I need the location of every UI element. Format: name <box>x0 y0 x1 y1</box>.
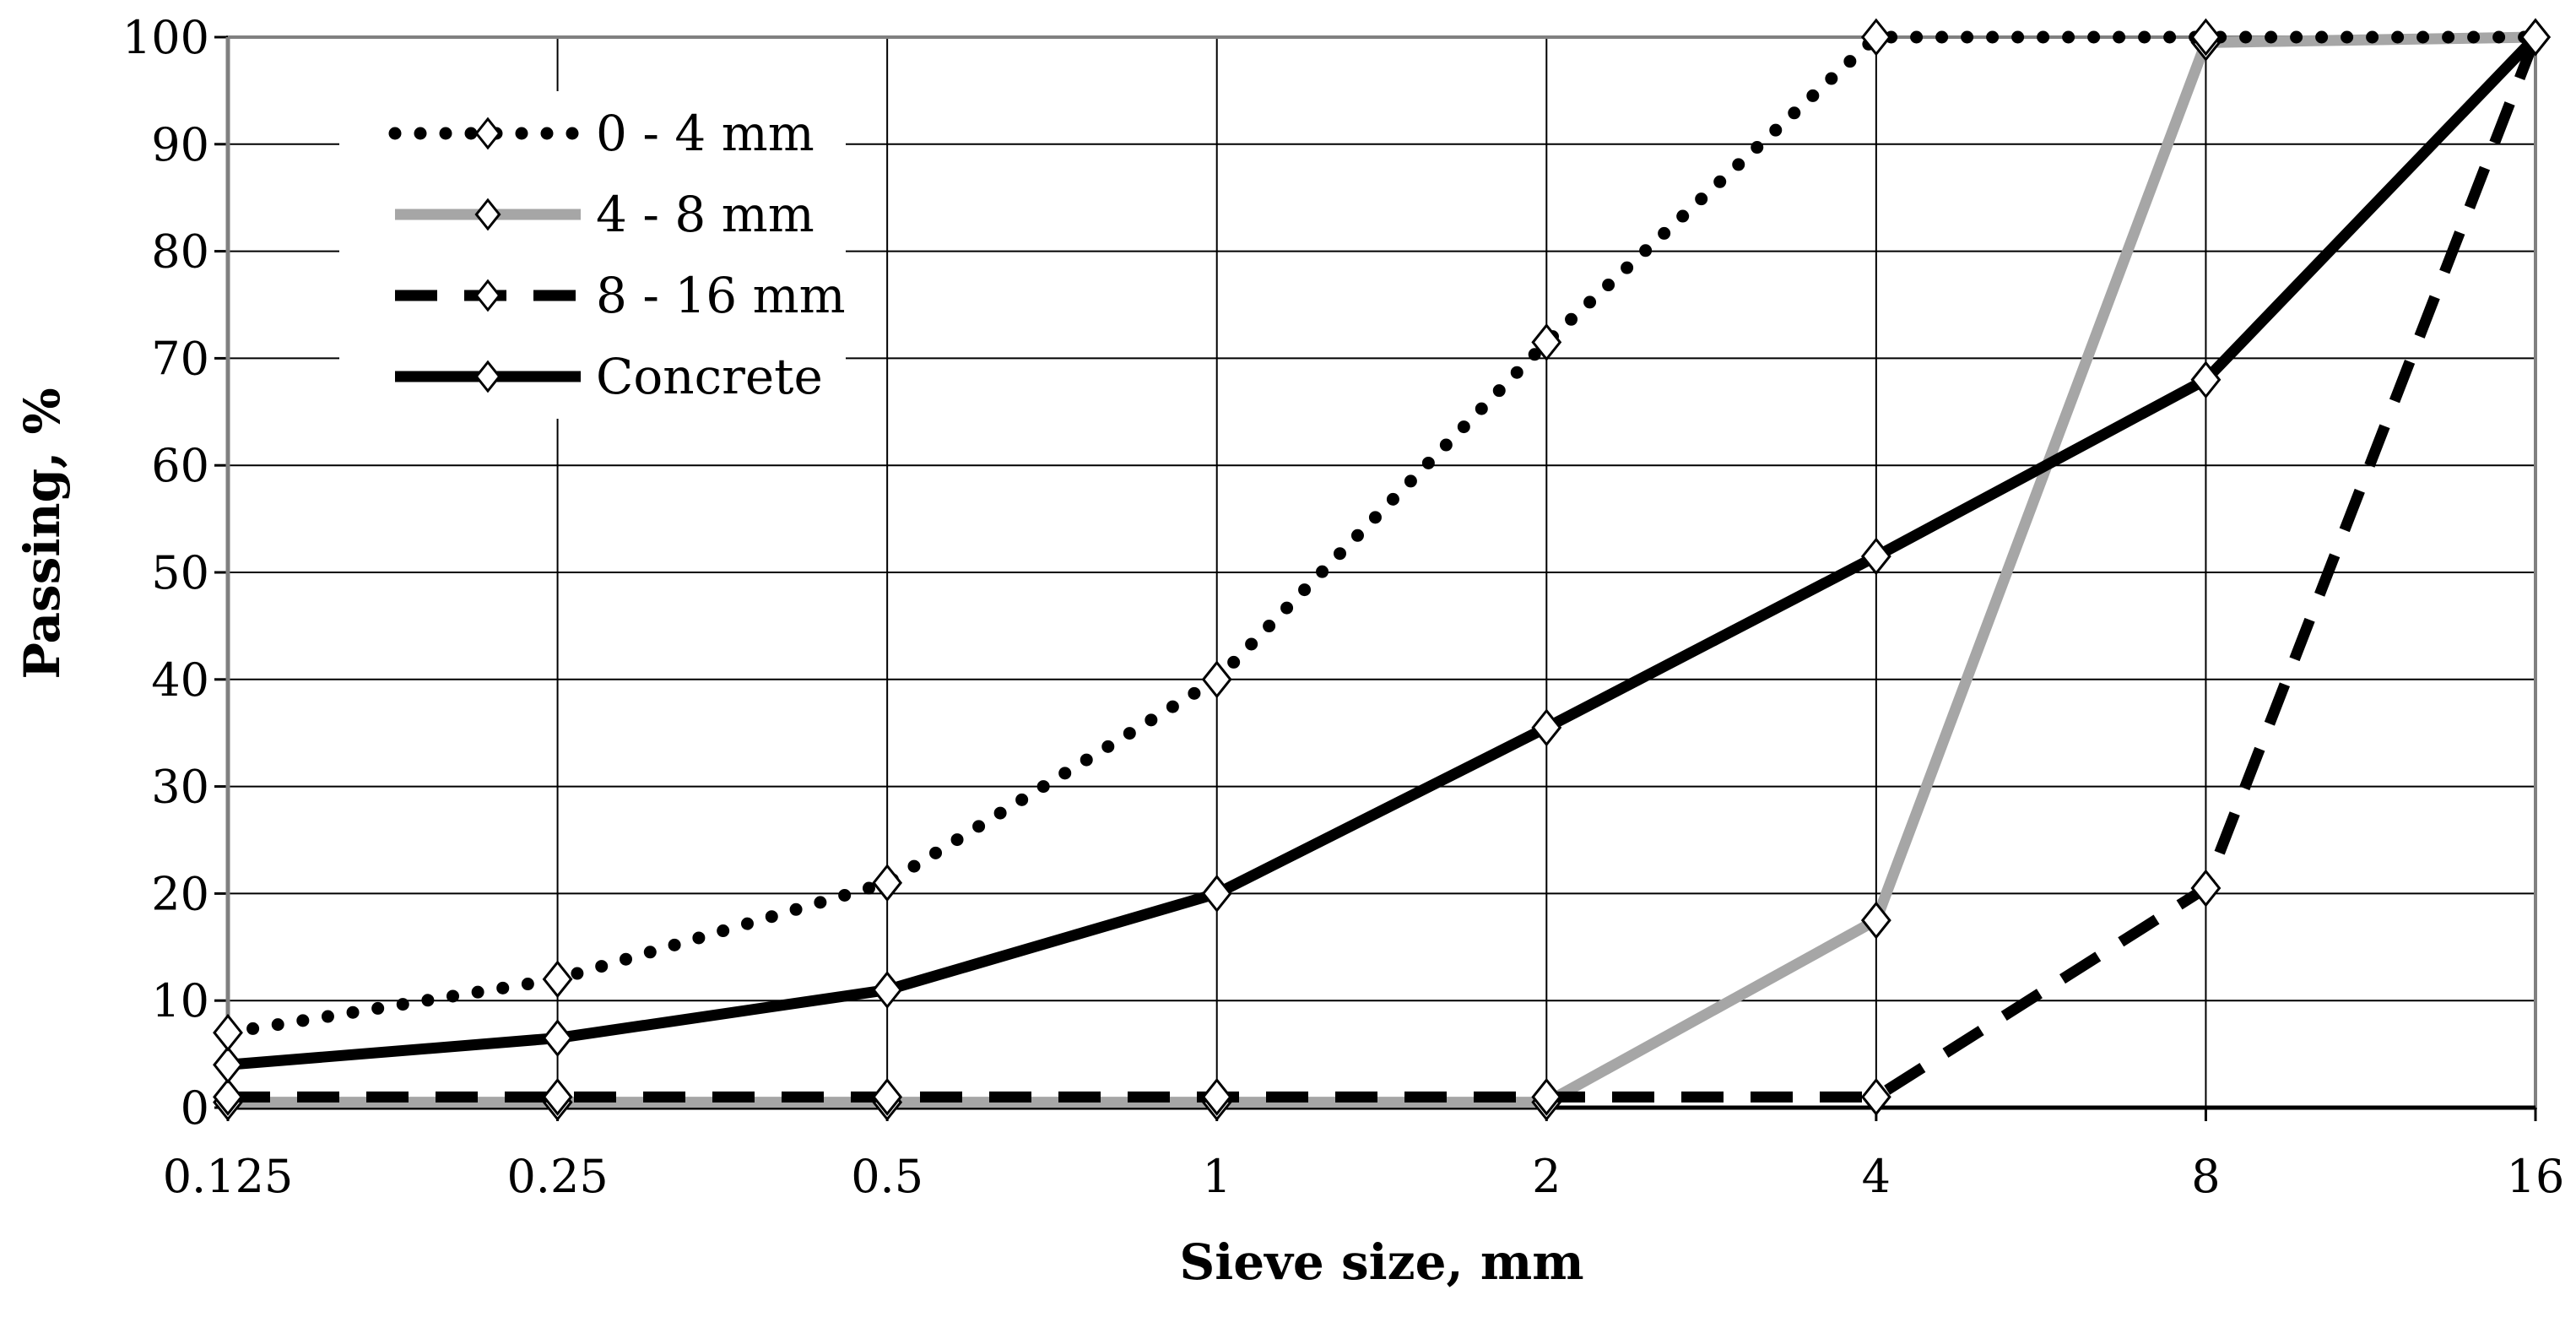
x-tick-label: 4 <box>1862 1150 1891 1203</box>
x-tick-label: 0.5 <box>851 1150 923 1203</box>
data-point-marker <box>1860 901 1891 940</box>
data-point-marker <box>542 1077 573 1116</box>
y-tick-label: 100 <box>122 11 209 64</box>
series-line-8-16-mm <box>228 35 2541 1103</box>
tick-labels: 0 10 20 30 40 50 60 70 80 90 100 0.125 0.25 0.5 1 2 4 8 16 <box>122 11 2564 1203</box>
data-point-marker <box>872 1077 903 1116</box>
legend-label: 8 - 16 mm <box>596 267 846 324</box>
data-point-marker <box>1860 537 1891 576</box>
legend-label: Concrete <box>596 348 823 405</box>
y-tick-label: 90 <box>151 118 209 171</box>
y-tick-label: 0 <box>181 1081 209 1135</box>
legend-box <box>339 91 846 419</box>
x-tick-label: 1 <box>1203 1150 1231 1203</box>
series-0-4-mm <box>213 18 2551 1052</box>
y-axis-title: Passing, % <box>14 388 71 679</box>
legend-marker <box>474 360 501 393</box>
data-point-marker <box>1201 1077 1232 1116</box>
data-point-marker <box>213 1013 243 1052</box>
legend-marker <box>474 117 501 150</box>
data-point-marker <box>2190 869 2222 908</box>
x-tick-label: 16 <box>2507 1150 2565 1203</box>
x-tick-label: 0.125 <box>163 1150 294 1203</box>
y-tick-label: 70 <box>151 332 209 385</box>
legend-item-0-4-mm: 0 - 4 mm <box>388 105 814 162</box>
x-tick-label: 0.25 <box>506 1150 608 1203</box>
y-tick-label: 50 <box>151 546 209 599</box>
x-tick-label: 8 <box>2191 1150 2220 1203</box>
y-tick-label: 30 <box>151 761 209 814</box>
data-point-marker <box>872 864 903 902</box>
data-point-marker <box>872 971 903 1009</box>
legend-label: 4 - 8 mm <box>596 186 814 243</box>
data-point-marker <box>2190 18 2222 57</box>
data-point-marker <box>213 1045 243 1084</box>
data-point-marker <box>542 960 573 999</box>
y-tick-label: 80 <box>151 225 209 279</box>
series-line-concrete <box>227 33 2540 1070</box>
legend-label: 0 - 4 mm <box>596 105 814 162</box>
data-point-marker <box>1860 1077 1891 1116</box>
legend-item-concrete: Concrete <box>395 348 823 405</box>
legend-item-8-16-mm: 8 - 16 mm <box>395 267 846 324</box>
y-tick-label: 20 <box>151 867 209 920</box>
data-point-marker <box>1531 1077 1562 1116</box>
legend-marker <box>474 198 501 231</box>
data-point-marker <box>1531 322 1562 361</box>
x-axis-title: Sieve size, mm <box>1179 1233 1583 1291</box>
data-point-marker <box>1201 874 1232 913</box>
data-point-marker <box>1531 708 1562 747</box>
data-point-marker <box>542 1019 573 1057</box>
data-point-marker <box>1860 18 1891 57</box>
y-tick-label: 60 <box>151 439 209 492</box>
data-point-marker <box>2520 18 2551 57</box>
legend: 0 - 4 mm 4 - 8 mm 8 - 16 mm Concrete <box>339 91 846 419</box>
data-point-marker <box>213 1077 243 1116</box>
legend-item-4-8-mm: 4 - 8 mm <box>395 186 814 243</box>
data-point-marker <box>2190 360 2222 399</box>
data-point-marker <box>1201 660 1232 699</box>
y-tick-label: 40 <box>151 653 209 707</box>
x-tick-label: 2 <box>1532 1150 1561 1203</box>
y-tick-label: 10 <box>151 974 209 1027</box>
data-series <box>213 18 2551 1122</box>
legend-marker <box>474 279 501 312</box>
